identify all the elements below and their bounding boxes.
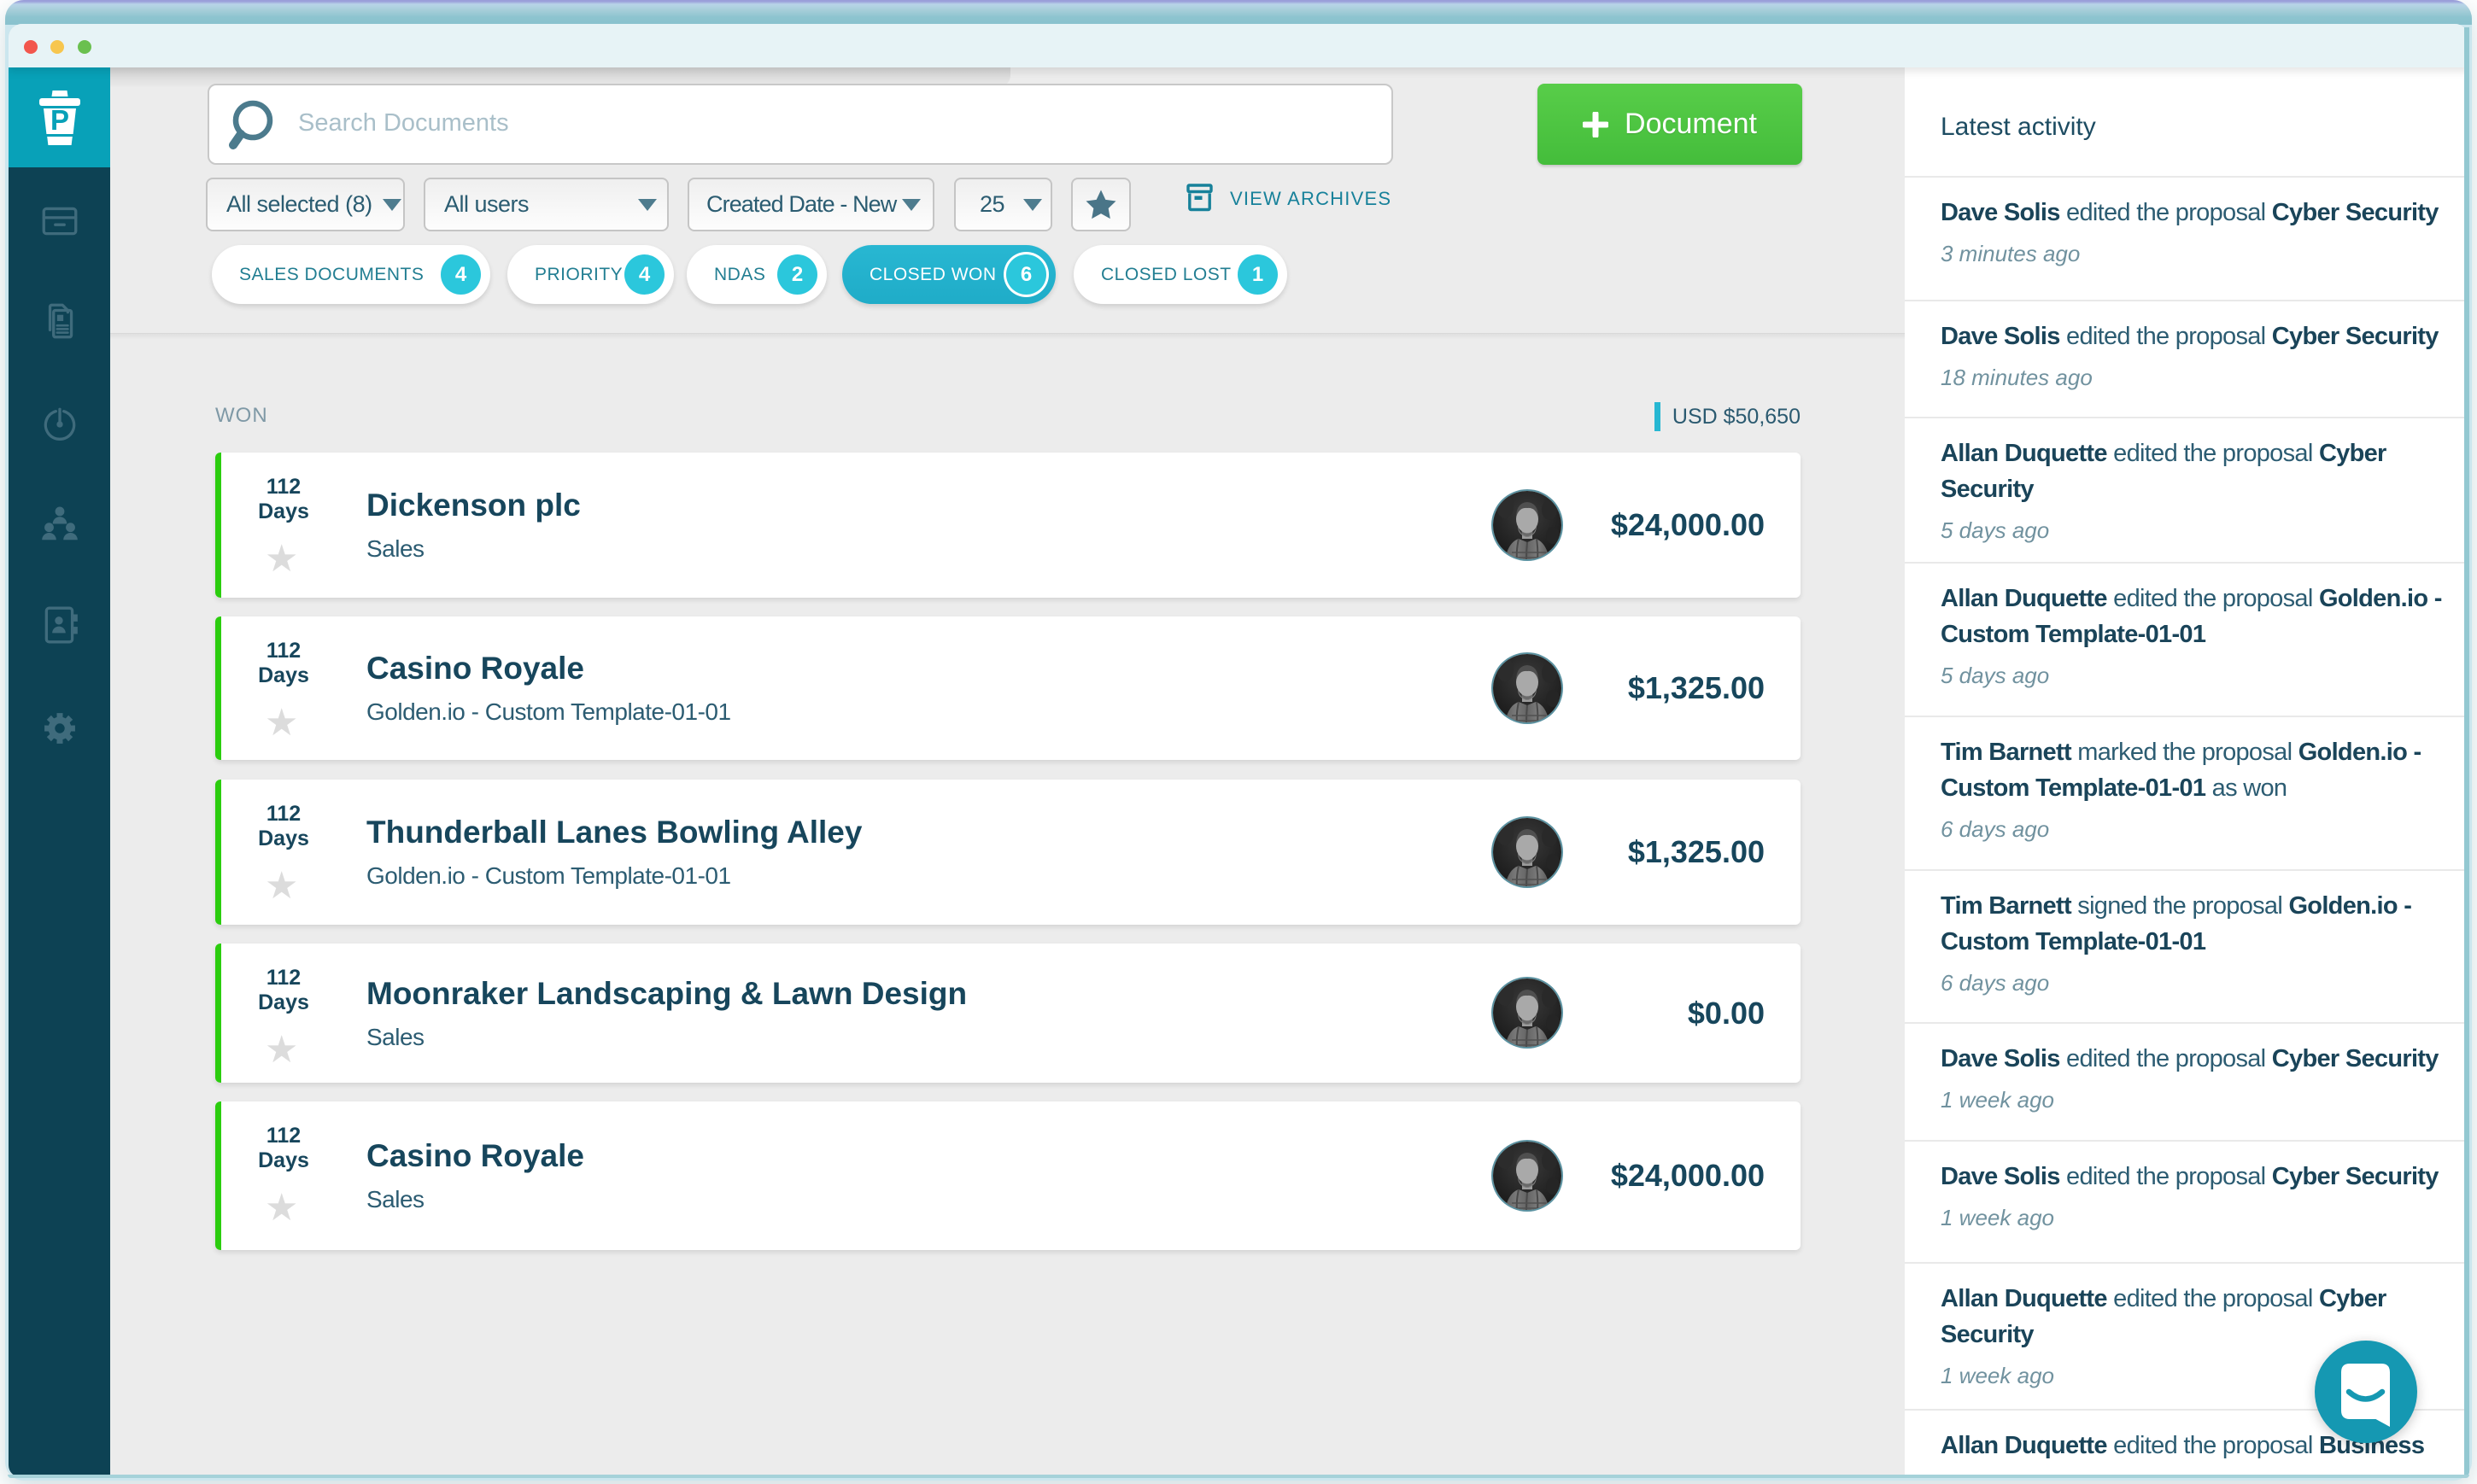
svg-text:P: P (50, 104, 68, 136)
